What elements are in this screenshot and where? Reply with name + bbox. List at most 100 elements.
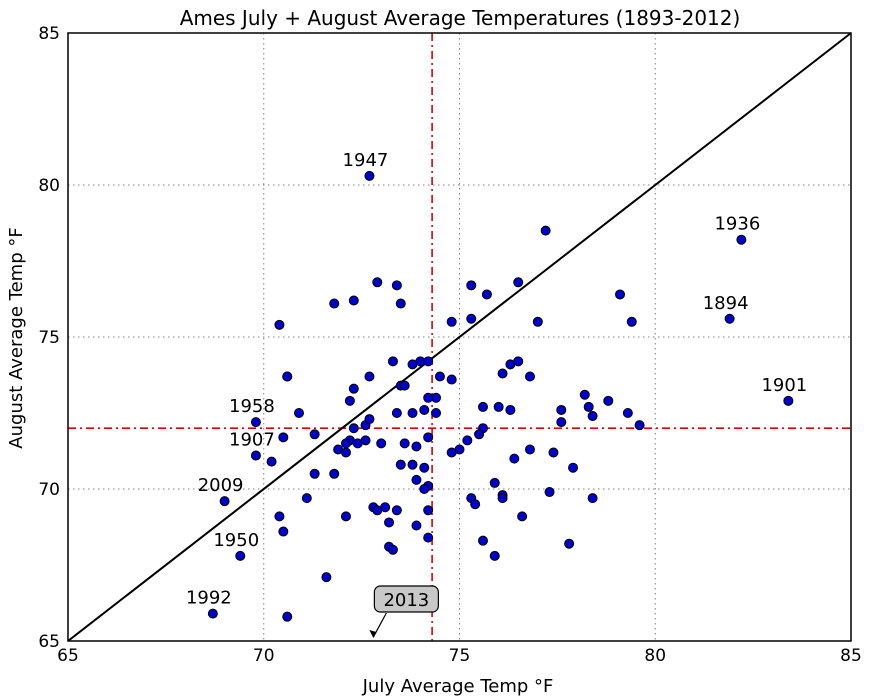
data-point-84 xyxy=(419,462,430,473)
data-point-18 xyxy=(274,319,285,330)
callout-2013: 2013 xyxy=(369,585,439,638)
data-point-108 xyxy=(423,532,434,543)
data-point-89 xyxy=(301,493,312,504)
data-point-91 xyxy=(470,499,481,510)
y-tick-80: 80 xyxy=(38,176,60,196)
data-point-79 xyxy=(266,456,277,467)
data-point-69 xyxy=(376,438,387,449)
data-point-60 xyxy=(348,423,359,434)
y-tick-75: 75 xyxy=(38,328,60,348)
data-point-82 xyxy=(395,459,406,470)
data-point-88 xyxy=(568,462,579,473)
data-point-116 xyxy=(321,572,332,583)
data-point-46 xyxy=(431,408,442,418)
data-point-39 xyxy=(603,395,614,406)
data-point-94 xyxy=(497,493,508,504)
data-point-102 xyxy=(423,505,434,516)
data-point-50 xyxy=(622,408,633,418)
data-point-7 xyxy=(372,277,383,288)
point-label-1907: 1907 xyxy=(229,430,275,451)
data-point-92 xyxy=(489,477,500,488)
point-labels: 1947 1936 1894 1901 1958 1907 2009 1950 1992 xyxy=(186,150,807,609)
data-point-76 xyxy=(524,444,535,455)
data-point-43 xyxy=(391,408,402,418)
data-point-85 xyxy=(411,474,422,485)
data-point-53 xyxy=(634,420,645,431)
data-point-29 xyxy=(364,371,375,382)
data-point-15 xyxy=(466,313,477,324)
chart-title: Ames July + August Average Temperatures … xyxy=(180,6,741,30)
data-point-37 xyxy=(344,395,355,406)
data-point-78 xyxy=(250,450,261,461)
data-point-96 xyxy=(587,493,598,504)
data-point-118 xyxy=(207,608,218,619)
data-point-14 xyxy=(513,277,524,288)
data-point-109 xyxy=(517,511,528,522)
data-point-80 xyxy=(309,468,320,479)
x-tick-70: 70 xyxy=(253,646,275,666)
data-point-56 xyxy=(364,414,375,425)
data-point-19 xyxy=(387,356,398,367)
diagonal-line xyxy=(67,32,852,642)
point-label-1958: 1958 xyxy=(229,396,275,417)
data-point-34 xyxy=(399,380,410,391)
data-point-1 xyxy=(540,225,551,236)
data-point-66 xyxy=(352,438,363,449)
data-point-45 xyxy=(419,404,430,415)
data-point-103 xyxy=(340,511,351,522)
data-point-30 xyxy=(434,371,445,382)
y-axis-label: August Average Temp °F xyxy=(6,227,27,448)
data-point-32 xyxy=(348,383,359,394)
data-point-16 xyxy=(446,316,457,327)
data-point-36 xyxy=(423,392,434,403)
x-tick-labels: 65 70 75 80 85 xyxy=(57,646,862,666)
data-point-40 xyxy=(583,401,594,412)
x-tick-65: 65 xyxy=(57,646,79,666)
data-point-38 xyxy=(579,389,590,400)
y-tick-labels: 65 70 75 80 85 xyxy=(38,24,60,652)
data-point-4 xyxy=(626,316,637,327)
data-point-70 xyxy=(399,438,410,449)
data-points xyxy=(207,170,794,622)
point-label-1894: 1894 xyxy=(703,293,749,314)
data-point-100 xyxy=(380,502,391,513)
data-point-6 xyxy=(783,395,794,406)
data-point-112 xyxy=(477,535,488,546)
data-point-17 xyxy=(532,316,543,327)
data-point-28 xyxy=(282,371,293,382)
point-label-1947: 1947 xyxy=(343,150,389,171)
data-point-58 xyxy=(474,429,485,440)
data-point-5 xyxy=(724,313,735,324)
data-point-10 xyxy=(348,295,359,306)
x-tick-80: 80 xyxy=(644,646,666,666)
point-label-2009: 2009 xyxy=(198,475,244,496)
data-point-68 xyxy=(340,447,351,458)
data-point-13 xyxy=(481,289,492,300)
data-point-81 xyxy=(329,468,340,479)
data-point-25 xyxy=(497,368,508,379)
data-point-71 xyxy=(411,441,422,452)
data-point-101 xyxy=(391,505,402,516)
data-point-2 xyxy=(736,234,747,245)
point-label-1992: 1992 xyxy=(186,588,232,609)
data-point-12 xyxy=(466,280,477,291)
point-label-1901: 1901 xyxy=(761,375,807,396)
data-point-0 xyxy=(364,170,375,181)
data-point-54 xyxy=(250,417,261,428)
data-point-41 xyxy=(556,404,567,415)
data-point-48 xyxy=(493,401,504,412)
x-axis-label: July Average Temp °F xyxy=(362,676,554,697)
data-point-74 xyxy=(446,447,457,458)
x-tick-85: 85 xyxy=(840,646,862,666)
data-point-22 xyxy=(423,356,434,367)
data-point-104 xyxy=(274,511,285,522)
data-point-3 xyxy=(615,289,626,300)
point-label-1950: 1950 xyxy=(213,530,259,551)
y-tick-85: 85 xyxy=(38,24,60,44)
callout-text: 2013 xyxy=(383,590,429,611)
data-point-8 xyxy=(391,280,402,291)
data-point-107 xyxy=(411,520,422,531)
data-point-24 xyxy=(513,356,524,367)
data-point-11 xyxy=(395,298,406,309)
data-point-59 xyxy=(423,432,434,443)
